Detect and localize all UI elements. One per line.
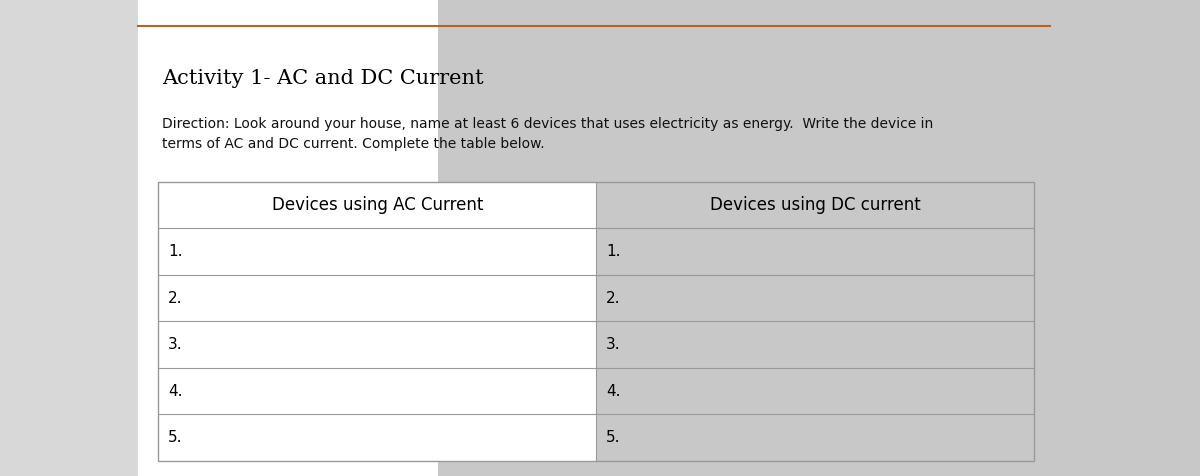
Text: Devices using DC current: Devices using DC current: [710, 196, 920, 214]
Text: 2.: 2.: [606, 290, 620, 306]
Text: 5.: 5.: [606, 430, 620, 445]
Text: Direction: Look around your house, name at least 6 devices that uses electricity: Direction: Look around your house, name …: [162, 117, 934, 151]
Text: 3.: 3.: [606, 337, 620, 352]
Text: 5.: 5.: [168, 430, 182, 445]
Text: Devices using AC Current: Devices using AC Current: [271, 196, 484, 214]
Text: 4.: 4.: [606, 384, 620, 398]
Text: 4.: 4.: [168, 384, 182, 398]
Text: 3.: 3.: [168, 337, 182, 352]
Text: Activity 1- AC and DC Current: Activity 1- AC and DC Current: [162, 69, 484, 88]
Text: 2.: 2.: [168, 290, 182, 306]
Text: 1.: 1.: [168, 244, 182, 259]
Text: 1.: 1.: [606, 244, 620, 259]
